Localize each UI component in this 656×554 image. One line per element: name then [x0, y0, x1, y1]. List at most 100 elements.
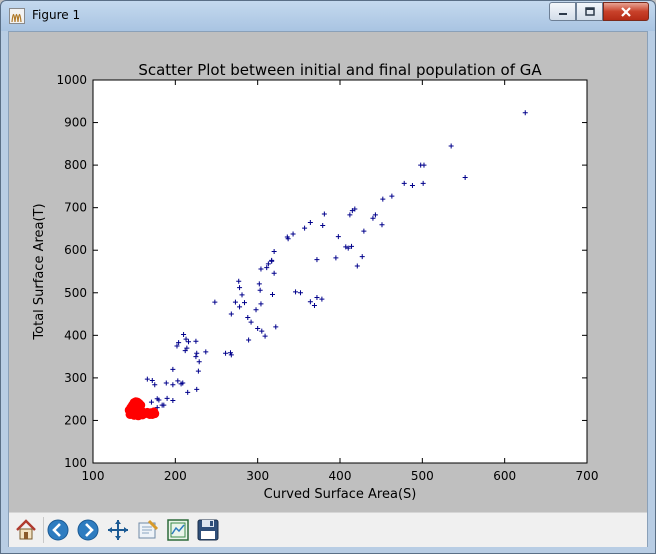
scatter-point: [264, 265, 270, 271]
y-tick-label: 500: [64, 286, 87, 300]
scatter-point: [380, 196, 386, 202]
maximize-icon: [584, 6, 595, 16]
scatter-point: [136, 408, 146, 418]
forward-arrow-icon: [77, 519, 99, 541]
scatter-point: [236, 278, 242, 284]
scatter-point: [124, 405, 134, 415]
scatter-point: [290, 231, 296, 237]
scatter-point: [181, 331, 187, 337]
scatter-point: [389, 193, 395, 199]
scatter-point: [307, 299, 313, 305]
scatter-point: [265, 261, 271, 267]
y-tick-label: 1000: [56, 73, 87, 87]
configure-subplots-button[interactable]: [164, 516, 192, 544]
scatter-point: [196, 359, 202, 365]
scatter-point: [148, 399, 154, 405]
scatter-point: [379, 222, 385, 228]
close-button[interactable]: [603, 2, 649, 21]
scatter-point: [255, 326, 261, 332]
figure-app-icon: [9, 8, 25, 24]
scatter-point: [311, 303, 317, 309]
scatter-point: [333, 255, 339, 261]
x-tick-label: 700: [576, 469, 599, 483]
scatter-point: [273, 324, 279, 330]
scatter-point: [183, 336, 189, 342]
scatter-point: [370, 215, 376, 221]
plot-area[interactable]: [92, 79, 588, 464]
scatter-point: [349, 243, 355, 249]
scatter-point: [321, 211, 327, 217]
y-tick-label: 800: [64, 158, 87, 172]
scatter-point: [246, 337, 252, 343]
scatter-point: [180, 380, 186, 386]
navigation-toolbar: [9, 512, 647, 547]
minimize-button[interactable]: [549, 2, 576, 21]
scatter-point: [319, 296, 325, 302]
figure-canvas-area: 100 200 300 400 500 600 700 100 200 300 400 500 600 7…: [8, 31, 648, 547]
scatter-point: [223, 350, 229, 356]
scatter-point: [420, 180, 426, 186]
x-tick-label: 200: [164, 469, 187, 483]
save-button[interactable]: [194, 516, 222, 544]
home-icon: [16, 519, 36, 540]
x-tick-label: 600: [493, 469, 516, 483]
scatter-point: [293, 289, 299, 295]
scatter-point: [349, 208, 355, 214]
scatter-point: [462, 174, 468, 180]
scatter-point: [195, 368, 201, 374]
scatter-point: [174, 343, 180, 349]
scatter-point: [401, 180, 407, 186]
scatter-point: [314, 257, 320, 263]
scatter-point: [522, 110, 528, 116]
scatter-point: [258, 301, 264, 307]
scatter-chart: 100 200 300 400 500 600 700 100 200 300 400 500 600 7…: [32, 61, 599, 502]
scatter-point: [258, 266, 264, 272]
scatter-point: [184, 345, 190, 351]
scatter-point: [170, 366, 176, 372]
scatter-point: [302, 225, 308, 231]
scatter-point: [227, 350, 233, 356]
scatter-point: [271, 248, 277, 254]
back-button[interactable]: [44, 516, 72, 544]
home-button[interactable]: [12, 516, 40, 544]
y-axis-label: Total Surface Area(T): [32, 203, 47, 340]
scatter-point: [237, 285, 243, 291]
scatter-point: [149, 407, 159, 417]
zoom-button[interactable]: [134, 516, 162, 544]
scatter-point: [257, 287, 263, 293]
scatter-point: [176, 340, 182, 346]
scatter-point: [269, 291, 275, 297]
x-tick-label: 100: [82, 469, 105, 483]
scatter-point: [170, 397, 176, 403]
scatter-point: [259, 328, 265, 334]
scatter-point: [175, 378, 181, 384]
scatter-point: [359, 254, 365, 260]
x-tick-label: 400: [329, 469, 352, 483]
scatter-point: [297, 290, 303, 296]
scatter-point: [271, 270, 277, 276]
forward-button[interactable]: [74, 516, 102, 544]
scatter-point: [228, 311, 234, 317]
floppy-disk-icon: [197, 519, 219, 541]
maximize-button[interactable]: [576, 2, 603, 21]
scatter-point: [347, 212, 353, 218]
scatter-point: [320, 223, 326, 229]
scatter-point: [361, 228, 367, 234]
scatter-point: [269, 258, 275, 264]
window-title: Figure 1: [32, 8, 81, 22]
pan-button[interactable]: [104, 516, 132, 544]
scatter-point: [185, 389, 191, 395]
scatter-point: [159, 402, 165, 408]
y-tick-label: 100: [64, 456, 87, 470]
y-tick-label: 900: [64, 116, 87, 130]
scatter-point: [307, 220, 313, 226]
title-bar[interactable]: Figure 1: [1, 1, 655, 31]
scatter-point: [193, 338, 199, 344]
scatter-point: [212, 299, 218, 305]
scatter-point: [256, 281, 262, 287]
scatter-point: [421, 162, 427, 168]
scatter-point: [163, 380, 169, 386]
scatter-point: [194, 350, 200, 356]
scatter-point: [152, 382, 158, 388]
